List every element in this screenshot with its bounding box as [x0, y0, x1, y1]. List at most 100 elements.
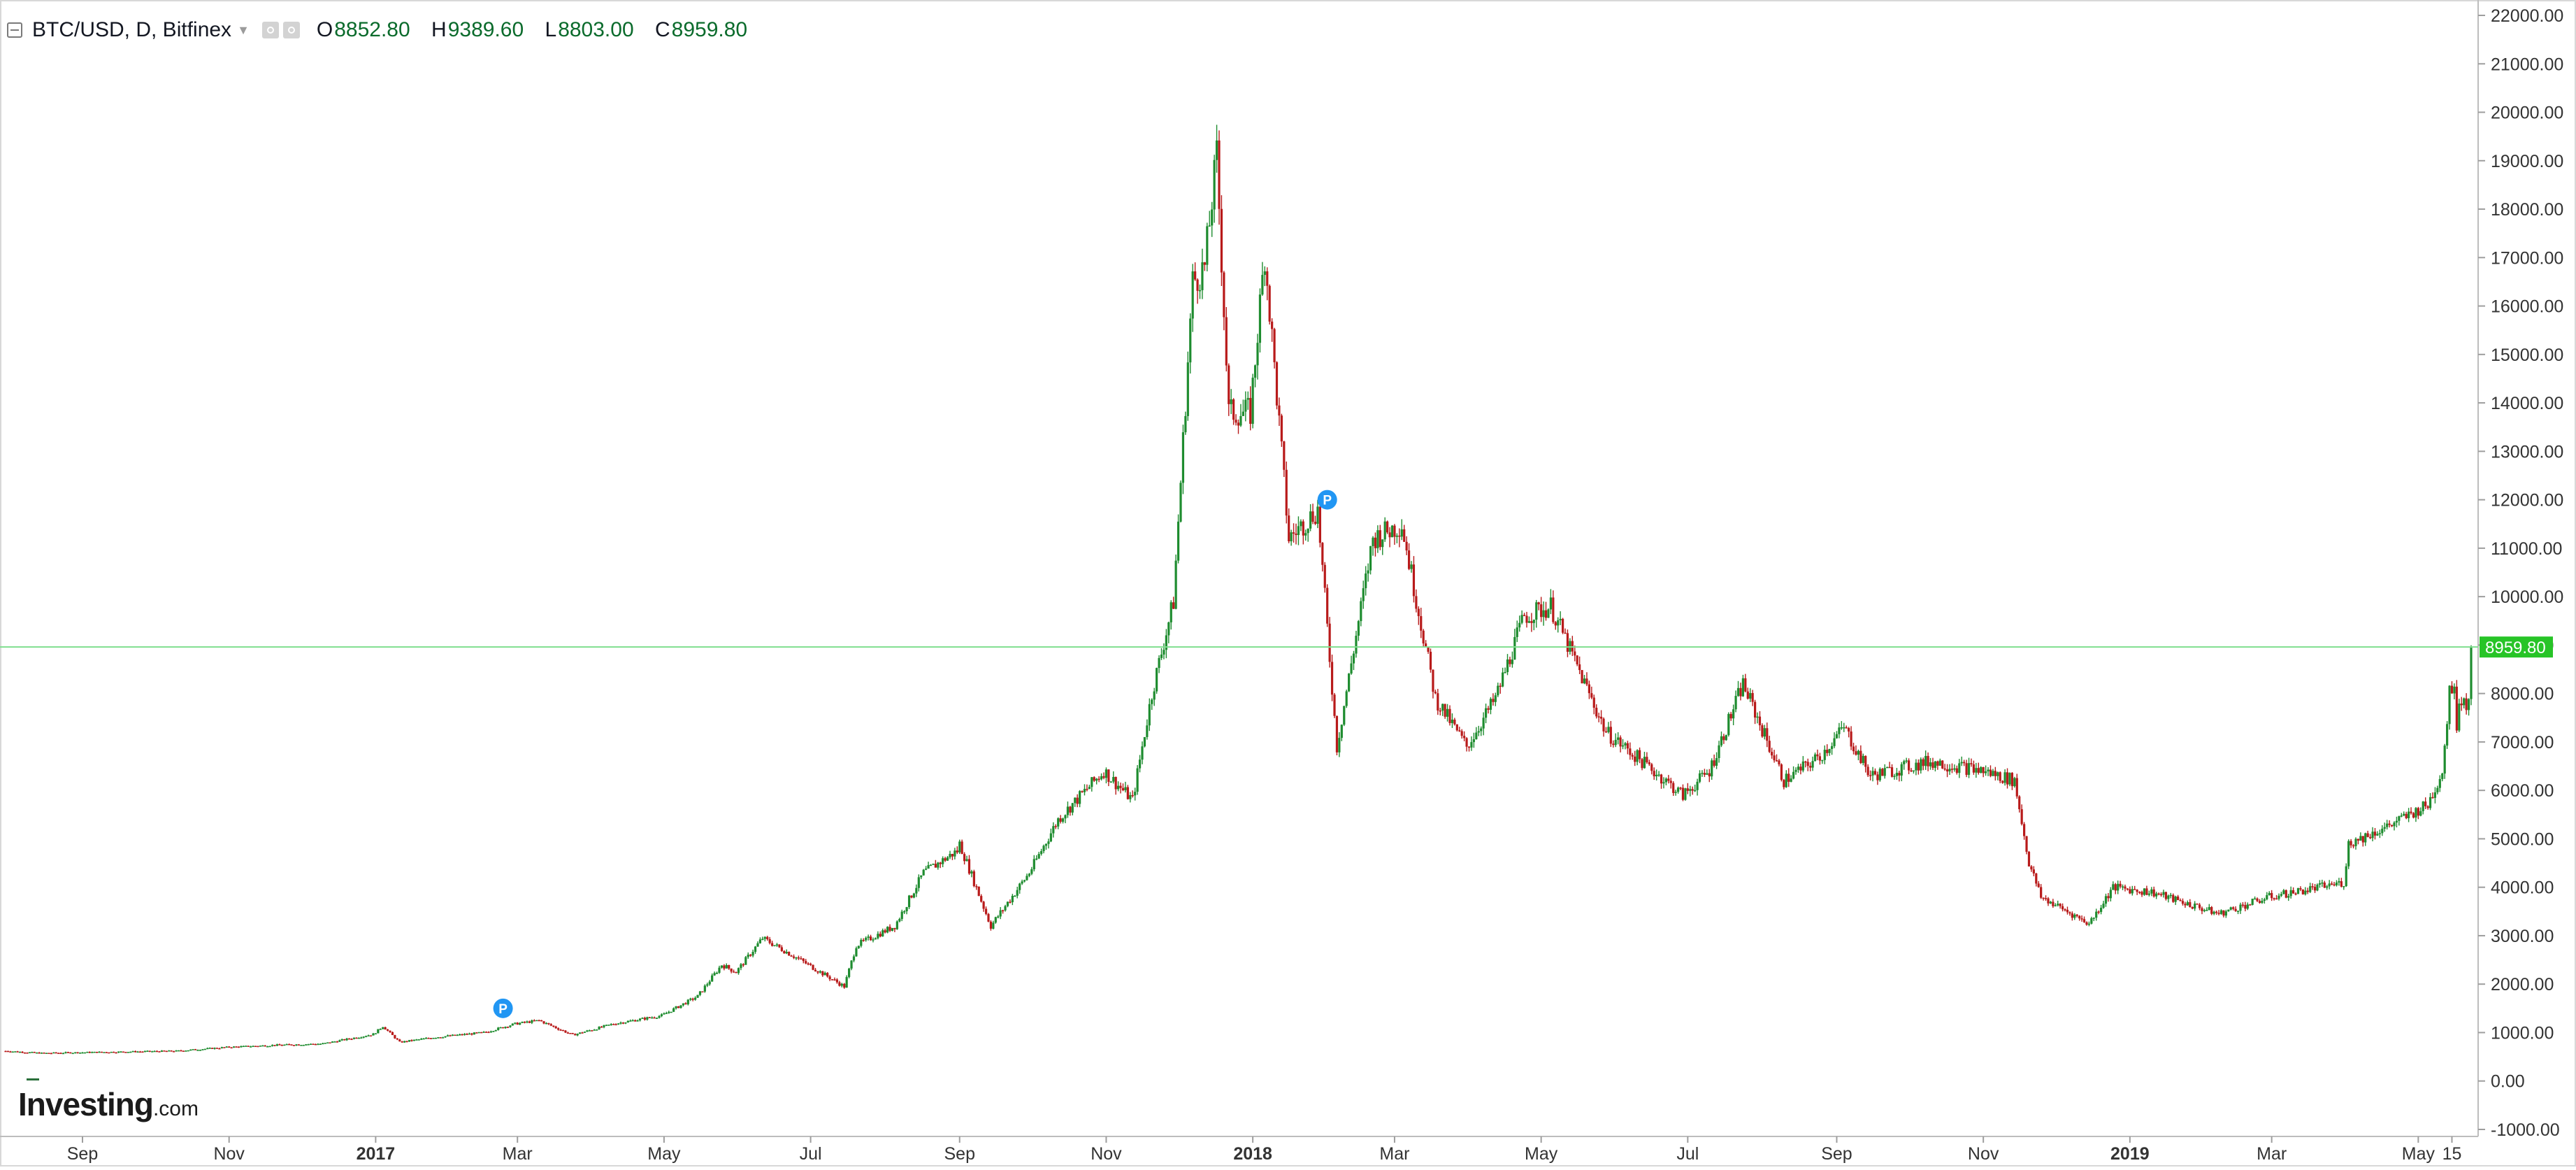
candle-body [982, 901, 985, 909]
candle-body [2219, 910, 2223, 914]
candle-body [2008, 773, 2011, 785]
candle-body [855, 948, 858, 957]
candle-body [489, 1031, 492, 1033]
candle-body [1523, 615, 1526, 616]
candle-body [2453, 686, 2456, 694]
candle-body [610, 1024, 612, 1025]
candle-body [2071, 913, 2073, 918]
candle-body [874, 938, 877, 940]
candle-body [596, 1029, 598, 1031]
candle-body [1960, 762, 1963, 764]
candle-body [1797, 766, 1800, 770]
price-tick-label: 7000.00 [2491, 733, 2554, 752]
candle-body [1838, 727, 1841, 734]
candle-body [2347, 841, 2350, 866]
candle-body [1054, 826, 1057, 827]
candle-body [1410, 564, 1413, 569]
candle-body [884, 930, 886, 933]
candle-body [2143, 888, 2146, 895]
candle-body [2003, 772, 2006, 783]
investing-logo[interactable]: Investing.com [18, 1085, 199, 1123]
candle-body [960, 841, 963, 855]
candle-body [1181, 432, 1185, 483]
candle-body [1143, 736, 1146, 747]
collapse-legend-icon[interactable] [7, 22, 22, 38]
candle-body [1871, 771, 1874, 776]
candle-body [898, 919, 901, 922]
candle-body [1775, 760, 1778, 762]
candle-body [4, 1050, 7, 1053]
candle-body [340, 1039, 343, 1041]
candle-body [192, 1049, 194, 1050]
candle-body [187, 1050, 189, 1052]
candle-body [819, 971, 821, 973]
candle-body [775, 944, 779, 946]
visibility-icon[interactable] [261, 22, 279, 38]
candle-body [40, 1053, 43, 1054]
candle-body [2383, 827, 2386, 829]
candle-body [113, 1051, 115, 1053]
candle-body [232, 1046, 236, 1048]
candle-body [2155, 893, 2158, 897]
candle-body [751, 952, 754, 956]
candle-body [2313, 887, 2317, 891]
candle-body [531, 1020, 533, 1023]
candle-body [2210, 907, 2213, 914]
candle-body [1427, 646, 1430, 652]
candle-body [668, 1011, 670, 1013]
candle-body [1422, 630, 1425, 644]
candle-body [1002, 910, 1005, 912]
candle-body [720, 965, 724, 968]
candle-body [254, 1046, 257, 1048]
price-tick-label: 13000.00 [2491, 442, 2563, 462]
price-axis[interactable]: 22000.00 21000.00 20000.00 19000.00 18000.00… [2477, 0, 2563, 1140]
candle-body [1691, 789, 1694, 791]
pin-marker[interactable] [1317, 490, 1337, 510]
candle-body [823, 973, 826, 976]
pin-marker[interactable] [493, 998, 513, 1018]
candle-body [802, 958, 805, 962]
price-tick-label: 8000.00 [2491, 685, 2554, 704]
chevron-down-icon[interactable]: ▼ [237, 22, 250, 37]
candle-body [1146, 725, 1149, 737]
settings-icon[interactable] [282, 22, 300, 38]
candle-body [1028, 873, 1031, 876]
candle-body [1915, 762, 1917, 771]
candle-body [2455, 686, 2458, 731]
candle-body [1290, 532, 1293, 542]
candle-body [713, 973, 716, 976]
candle-body [708, 981, 711, 985]
symbol-title[interactable]: BTC/USD, D, Bitfinex [32, 18, 232, 41]
candle-body [1552, 597, 1555, 622]
candle-body [2212, 911, 2215, 914]
candle-body [185, 1050, 187, 1052]
price-tick-label: 17000.00 [2491, 248, 2563, 268]
time-axis[interactable]: Sep Nov 2017 Mar May Jul Sep Nov 2018 Mar May Jul Se… [0, 1136, 2478, 1164]
candle-body [934, 864, 937, 868]
candle-body [391, 1032, 394, 1036]
candle-body [1304, 533, 1307, 536]
candle-body [314, 1043, 317, 1046]
candle-body [1076, 797, 1079, 804]
candle-body [1218, 140, 1221, 209]
candle-body [2095, 911, 2098, 918]
candle-body [297, 1044, 300, 1046]
candle-body [1472, 739, 1475, 743]
candle-body [2424, 801, 2427, 806]
candle-body [2052, 901, 2055, 906]
candle-body [177, 1050, 180, 1052]
candle-body [1088, 787, 1091, 790]
candle-body [1571, 641, 1574, 652]
candle-body [1338, 738, 1341, 752]
candle-body [1470, 742, 1473, 748]
candle-body [275, 1044, 279, 1046]
candle-body [1758, 716, 1762, 726]
candle-body [2234, 908, 2237, 911]
candle-body [1540, 604, 1543, 618]
candle-body [1502, 672, 1504, 687]
candle-body [108, 1052, 110, 1054]
candle-body [1715, 758, 1718, 766]
candle-body [2369, 836, 2372, 839]
candle-body [1662, 782, 1665, 784]
